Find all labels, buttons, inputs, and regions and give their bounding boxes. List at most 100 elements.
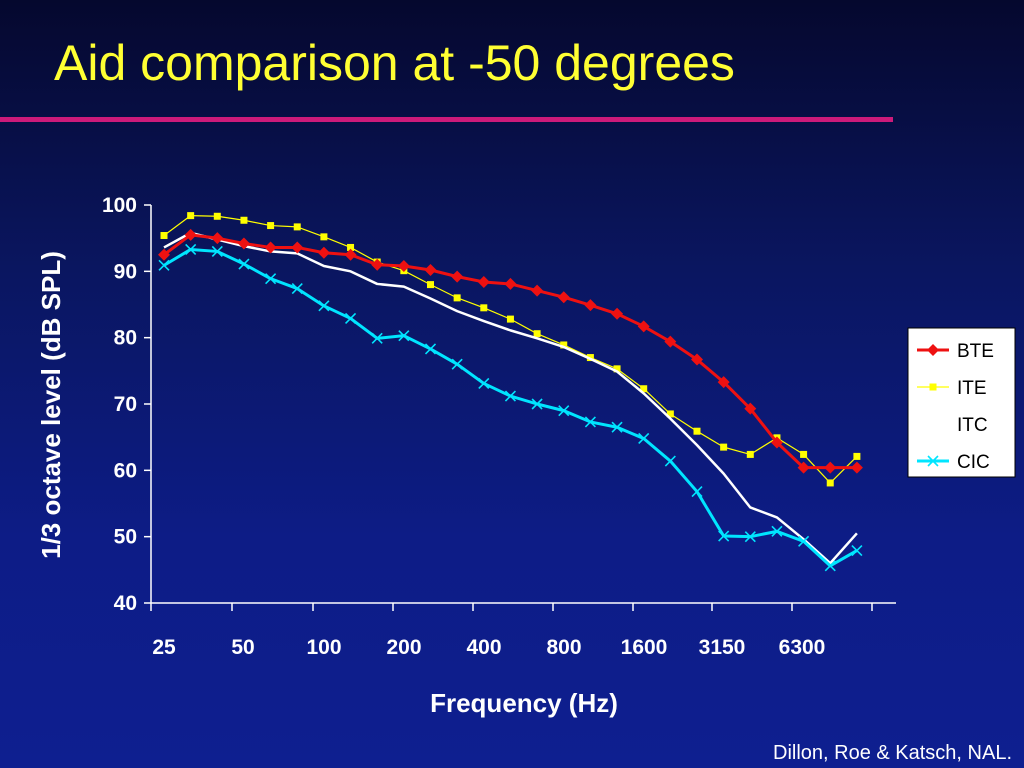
ite-point: [293, 223, 301, 231]
cic-point: [504, 390, 517, 402]
legend-marker-cic: [927, 455, 939, 467]
legend-label-cic: CIC: [957, 452, 990, 473]
cic-point: [611, 421, 623, 433]
cic-point: [584, 416, 596, 428]
bte-point: [184, 228, 197, 241]
cic-point: [238, 258, 250, 270]
cic-point: [531, 398, 543, 410]
ite-point: [320, 233, 328, 241]
cic-point: [691, 485, 703, 498]
cic-point: [344, 312, 357, 324]
ite-point: [347, 243, 355, 251]
cic-point: [558, 405, 570, 417]
ite-point: [160, 232, 168, 240]
ite-point: [613, 365, 621, 373]
bte-point: [557, 291, 570, 304]
y-tick-label: 40: [114, 592, 137, 615]
x-axis-title: Frequency (Hz): [430, 688, 618, 718]
y-axis-title: 1/3 octave level (dB SPL): [36, 251, 66, 559]
bte-point: [611, 307, 624, 320]
series-line-ite: [163, 215, 858, 484]
cic-point: [185, 243, 197, 256]
bte-point: [770, 436, 783, 449]
ite-point: [746, 450, 754, 458]
ite-point: [267, 222, 275, 230]
ite-point: [666, 410, 674, 418]
ite-point: [720, 443, 728, 451]
bte-point: [584, 299, 597, 312]
x-tick-label: 50: [231, 636, 254, 659]
bte-point: [477, 275, 490, 288]
bte-point: [237, 237, 250, 250]
bte-point: [504, 277, 517, 290]
y-tick-label: 50: [114, 526, 137, 549]
ite-point: [560, 341, 568, 349]
x-tick-label: 200: [386, 636, 421, 659]
cic-point: [158, 259, 170, 271]
cic-point: [451, 358, 463, 370]
ite-point: [533, 330, 541, 338]
cic-point: [371, 332, 383, 344]
legend-label-bte: BTE: [957, 341, 994, 362]
cic-point: [638, 432, 650, 445]
legend-box: [907, 327, 1016, 478]
bte-point: [424, 264, 437, 277]
y-tick-label: 70: [114, 393, 137, 416]
y-tick-label: 100: [102, 194, 137, 217]
ite-point: [800, 450, 808, 458]
ite-point: [427, 281, 434, 289]
cic-point: [318, 300, 330, 312]
x-tick-label: 400: [466, 636, 501, 659]
bte-point: [637, 320, 650, 333]
cic-point: [744, 531, 756, 543]
ite-point: [640, 385, 648, 393]
ite-point: [506, 315, 514, 323]
bte-point: [451, 270, 464, 283]
bte-point: [264, 241, 277, 254]
bte-point: [664, 335, 677, 348]
bte-point: [824, 461, 837, 474]
bte-point: [691, 353, 703, 366]
cic-point: [718, 530, 730, 542]
ite-point: [826, 479, 834, 487]
legend-marker-bte: [927, 344, 939, 356]
bte-point: [531, 284, 544, 297]
legend-label-itc: ITC: [957, 415, 988, 436]
y-tick-label: 90: [114, 260, 137, 283]
cic-point: [771, 525, 783, 537]
x-tick-label: 100: [306, 636, 341, 659]
ite-point: [693, 427, 701, 435]
series-line-bte: [163, 233, 857, 470]
source-credit: Dillon, Roe & Katsch, NAL.: [773, 742, 1012, 764]
cic-point: [265, 273, 277, 285]
cic-point: [291, 283, 303, 295]
ite-point: [240, 216, 248, 224]
bte-point: [717, 376, 730, 389]
y-tick-label: 80: [114, 327, 137, 350]
series-line-itc: [163, 231, 858, 565]
cic-point: [851, 545, 863, 557]
bte-point: [344, 248, 357, 261]
cic-point: [798, 535, 810, 547]
cic-point: [398, 330, 410, 342]
cic-point: [478, 377, 490, 390]
x-tick-label: 1600: [621, 636, 668, 659]
x-tick-label: 800: [546, 636, 581, 659]
bte-point: [158, 248, 170, 261]
cic-point: [424, 343, 437, 355]
bte-point: [317, 246, 330, 259]
bte-point: [797, 461, 810, 474]
y-tick-label: 60: [114, 459, 137, 482]
cic-point: [824, 560, 836, 572]
ite-point: [480, 304, 488, 312]
bte-point: [211, 232, 224, 245]
x-tick-label: 3150: [699, 636, 746, 659]
bte-point: [291, 241, 304, 254]
cic-point: [664, 455, 676, 467]
bte-point: [744, 402, 757, 415]
bte-point: [371, 258, 384, 271]
x-tick-label: 6300: [779, 636, 826, 659]
ite-point: [853, 452, 861, 460]
legend-label-ite: ITE: [957, 378, 987, 399]
